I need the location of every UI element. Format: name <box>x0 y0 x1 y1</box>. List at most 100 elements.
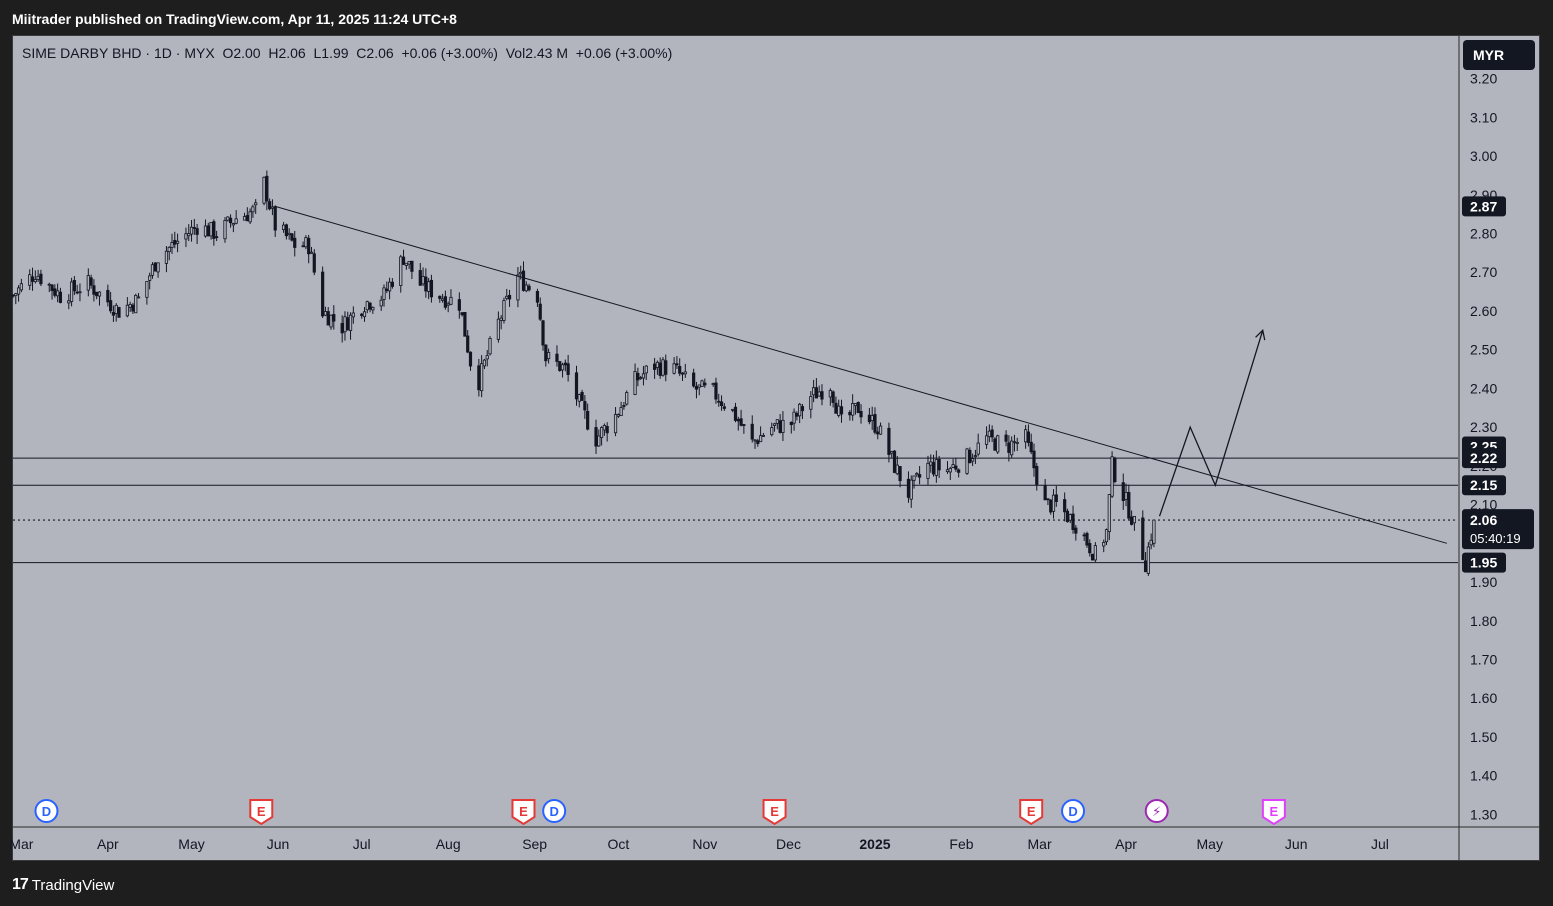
y-tick-label: 1.40 <box>1470 768 1497 784</box>
candle-body <box>912 475 916 481</box>
candle-body <box>775 419 779 424</box>
candle-body <box>954 465 958 470</box>
candle-body <box>931 462 936 475</box>
y-tick-label: 1.70 <box>1470 651 1497 667</box>
candle-body <box>1104 529 1109 543</box>
candle-body <box>926 462 930 479</box>
candle-body <box>1130 516 1134 525</box>
candle-body <box>270 206 275 209</box>
publish-header: Miitrader published on TradingView.com, … <box>0 0 1553 36</box>
candle-body <box>16 287 21 295</box>
candle-body <box>293 237 297 248</box>
candle-body <box>1121 482 1125 502</box>
candle-body <box>309 251 314 254</box>
candle-body <box>948 468 952 473</box>
candle-body <box>332 314 336 322</box>
candle-body <box>1149 539 1153 546</box>
y-tick-label: 1.90 <box>1470 574 1497 590</box>
price-level-label: 1.95 <box>1470 555 1497 571</box>
candle-body <box>429 279 434 298</box>
y-tick-label: 2.60 <box>1470 303 1497 319</box>
candle-body <box>625 392 629 405</box>
candle-body <box>443 296 447 308</box>
candle-body <box>427 281 431 292</box>
price-level-label: 2.15 <box>1470 477 1497 493</box>
candle-body <box>714 382 718 400</box>
earnings-event-label: E <box>519 804 528 819</box>
y-tick-label: 1.50 <box>1470 729 1497 745</box>
candle-body <box>1071 513 1075 530</box>
dividend-event-icon <box>34 799 59 823</box>
candle-body <box>519 271 523 275</box>
candle-body <box>719 401 724 406</box>
candle-body <box>245 215 249 222</box>
candle-body <box>215 236 219 239</box>
candle-body <box>1043 485 1047 501</box>
candle-body <box>399 256 403 286</box>
x-tick-label: Feb <box>949 836 973 852</box>
candle-body <box>560 364 565 371</box>
candle-body <box>281 224 286 230</box>
candle-body <box>468 351 473 367</box>
candle-body <box>499 317 503 321</box>
candle-body <box>30 276 35 282</box>
candle-body <box>340 323 344 334</box>
x-tick-label: Apr <box>97 836 119 852</box>
candle-body <box>69 281 74 302</box>
candle-body <box>672 363 676 374</box>
candle-body <box>973 455 978 458</box>
candle-body <box>524 284 528 292</box>
candle-body <box>717 400 721 403</box>
candle-body <box>890 451 894 454</box>
candle-body <box>11 294 15 297</box>
projection-arrowhead <box>1255 329 1266 341</box>
candle-body <box>97 291 102 297</box>
candle-body <box>644 365 648 374</box>
candle-body <box>505 295 509 299</box>
y-tick-label: 3.20 <box>1470 71 1497 87</box>
candle-body <box>248 211 252 223</box>
candle-body <box>1110 456 1114 497</box>
earnings-event-icon <box>1261 799 1286 826</box>
candle-body <box>1152 519 1156 544</box>
candle-body <box>170 242 174 248</box>
tradingview-logo-text: TradingView <box>31 876 115 894</box>
candle-body <box>47 283 51 286</box>
candle-body <box>234 218 238 224</box>
current-price-label: 2.06 <box>1470 512 1497 528</box>
x-tick-label: May <box>178 836 204 852</box>
candle-body <box>541 320 545 346</box>
candle-body <box>1054 494 1058 502</box>
candle-body <box>19 283 23 291</box>
x-tick-label: 2025 <box>859 836 890 852</box>
candle-body <box>563 362 567 366</box>
candle-body <box>287 232 291 235</box>
earnings-event-label: E <box>1027 804 1036 819</box>
candle-body <box>761 434 765 437</box>
x-tick-label: Dec <box>776 836 801 852</box>
currency-button[interactable]: MYR <box>1463 40 1535 70</box>
candle-body <box>189 226 194 235</box>
candle-body <box>1007 442 1011 453</box>
candle-body <box>273 206 277 231</box>
candle-body <box>1132 516 1137 524</box>
candle-body <box>1063 499 1067 513</box>
y-tick-label: 2.80 <box>1470 226 1497 242</box>
candle-body <box>371 306 375 311</box>
candle-body <box>1026 431 1031 443</box>
candle-body <box>759 435 763 443</box>
candle-body <box>809 396 813 410</box>
candle-body <box>304 237 308 248</box>
candle-body <box>831 391 835 403</box>
candle-body <box>111 312 116 316</box>
candle-body <box>231 223 235 226</box>
current-price-label-bg <box>1462 509 1534 550</box>
candle-body <box>440 298 445 301</box>
candle-body <box>1124 491 1128 500</box>
candle-body <box>1065 510 1070 523</box>
candle-body <box>544 344 548 362</box>
x-tick-label: Jun <box>267 836 290 852</box>
y-tick-label: 1.60 <box>1470 690 1497 706</box>
candle-body <box>1035 466 1039 485</box>
